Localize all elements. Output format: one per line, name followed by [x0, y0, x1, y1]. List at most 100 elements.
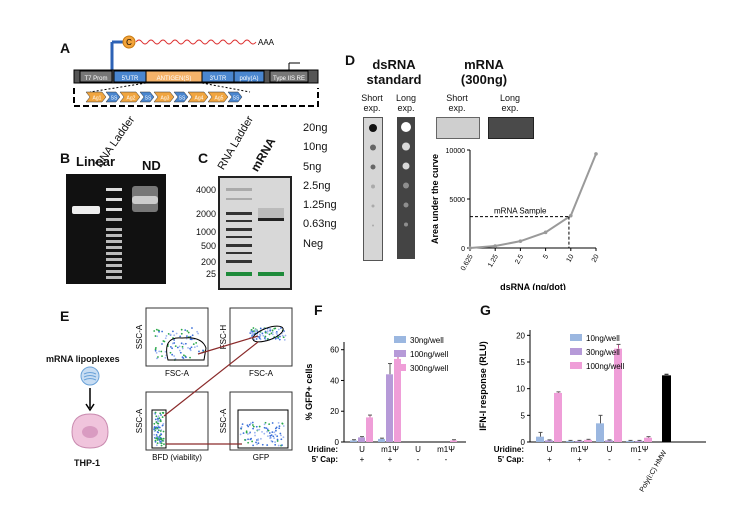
ladder-band: [106, 188, 122, 191]
segment-1: [105, 91, 121, 103]
cell-line-label: THP-1: [74, 458, 101, 468]
panel-g-label: G: [480, 302, 491, 318]
dsrna-amount-labels: 20ng 10ng 5ng 2.5ng 1.25ng 0.63ng Neg: [303, 122, 337, 250]
rna-ladder-band: [226, 236, 252, 238]
nd-band: [132, 196, 158, 204]
d-ytick: 10000: [446, 148, 466, 155]
d-point: [493, 244, 497, 248]
d-xtick: 5: [542, 253, 550, 260]
lane-linear-label: Linear: [76, 154, 116, 169]
cap-1: +: [388, 455, 393, 464]
lipoplex-cell-diagram: [71, 366, 109, 449]
flow-ylabel-0: SSC-A: [135, 324, 144, 349]
long-dot: [401, 122, 411, 132]
cap-text: C: [126, 38, 132, 47]
mrna-marker-band: [258, 272, 284, 276]
flow-plot-1: [229, 307, 293, 367]
cap-row-label: 5' Cap:: [312, 455, 338, 464]
segment-6: [187, 91, 209, 103]
flow-xlabel-3: GFP: [253, 453, 269, 462]
segment-label-2: Ag2: [127, 96, 136, 102]
bar-ytick: 0: [335, 438, 340, 447]
legend-label-1: 30ng/well: [586, 348, 620, 357]
d-point: [468, 246, 472, 250]
mrna-blot-short-exp: [436, 117, 480, 139]
bar-ylabel: IFN-I response (RLU): [478, 341, 488, 431]
chart-g-ifn: 0 5 10 15 20 IFN-I response (RLU) 10ng/well 30n…: [478, 330, 706, 493]
cap-0: +: [547, 455, 552, 464]
legend-swatch-0: [394, 336, 406, 343]
long-dot: [403, 202, 409, 208]
d-xtick: 1.25: [487, 253, 500, 268]
uridine-0: U: [359, 445, 365, 454]
rna-gel-image: [218, 176, 292, 290]
uridine-row-label: Uridine:: [494, 445, 524, 454]
rna-size-1000: 1000: [195, 227, 216, 237]
panel-b-label: B: [60, 150, 71, 166]
legend-label-1: 100ng/well: [410, 350, 448, 359]
panel-f-label: F: [314, 302, 323, 318]
d-xtick: 10: [566, 253, 576, 263]
mrna-blot-long-exp: [488, 117, 534, 139]
segment-label-1: SS: [111, 96, 118, 102]
bar-ylabel: % GFP+ cells: [304, 364, 314, 421]
uridine-2: U: [415, 445, 421, 454]
ladder-band: [106, 240, 122, 243]
rna-size-200: 200: [200, 257, 216, 267]
d-point: [543, 230, 548, 235]
bar-2-2: [614, 348, 622, 442]
gate-1: [252, 325, 284, 343]
chart-d-standard-curve: 0 5000 10000 0.625 1.25 2.5 5 10 20 mRNA Sample ds…: [430, 148, 601, 290]
bar-3-0: [626, 440, 634, 442]
lane-mrna-label: mRNA: [247, 135, 279, 174]
lane-nd-label: ND: [142, 158, 161, 173]
bar-1-1: [575, 440, 583, 442]
d-annotation: mRNA Sample: [494, 207, 547, 216]
legend-label-0: 10ng/well: [586, 334, 620, 343]
flow-ylabel-3: SSC-A: [219, 408, 228, 433]
ladder-band: [106, 270, 122, 273]
bar-0-0: [350, 440, 357, 442]
short-dot: [370, 164, 376, 170]
segment-label-7: Ag5: [215, 96, 224, 102]
bar-0-1: [545, 440, 553, 442]
short-dot: [372, 224, 374, 227]
uridine-row-label: Uridine:: [308, 445, 338, 454]
segment-label-6: Ag4: [195, 96, 204, 102]
mrna-band: [258, 218, 284, 221]
d-xtick: 0.625: [460, 253, 475, 272]
bar-ytick: 5: [521, 411, 526, 420]
rna-ladder-band: [226, 244, 252, 247]
t7-box: [79, 70, 113, 83]
rna-ladder-band: [226, 228, 252, 231]
ladder-band: [106, 234, 122, 237]
long-dot: [404, 222, 408, 227]
short-dot: [371, 184, 375, 189]
linear-band: [72, 206, 100, 214]
rna-size-500: 500: [200, 241, 216, 251]
ladder-band: [106, 228, 122, 231]
uridine-1: m1Ψ: [381, 445, 399, 454]
rna-ladder-band: [226, 198, 252, 200]
ds-short-exp-label: Short exp.: [361, 93, 383, 113]
bar-0-0: [536, 436, 544, 442]
rna-size-25: 25: [205, 269, 216, 279]
flow-ylabel-2: SSC-A: [135, 408, 144, 433]
ladder-band: [106, 218, 122, 221]
flow-ylabel-1: FSC-H: [219, 325, 228, 350]
flow-xlabel-2: BFD (viability): [152, 453, 202, 462]
bar-0-2: [554, 392, 562, 442]
d-ytick: 0: [461, 246, 465, 253]
rna-ladder-band: [226, 212, 252, 215]
bar-ytick: 40: [330, 376, 339, 385]
flow-cytometry-plots: SSC-A FSC-A FSC-H FSC-A SSC-A BFD (viability)…: [135, 307, 293, 462]
gate-2: [151, 409, 167, 449]
segment-label-4: Ag3: [161, 96, 170, 102]
long-dot: [402, 142, 410, 151]
svg-text:poly(A): poly(A): [239, 76, 258, 82]
short-dot: [370, 144, 376, 151]
svg-text:3'UTR: 3'UTR: [210, 76, 227, 82]
legend-swatch-1: [394, 350, 406, 357]
segment-3: [139, 91, 155, 103]
rna-ladder-band: [226, 260, 252, 263]
